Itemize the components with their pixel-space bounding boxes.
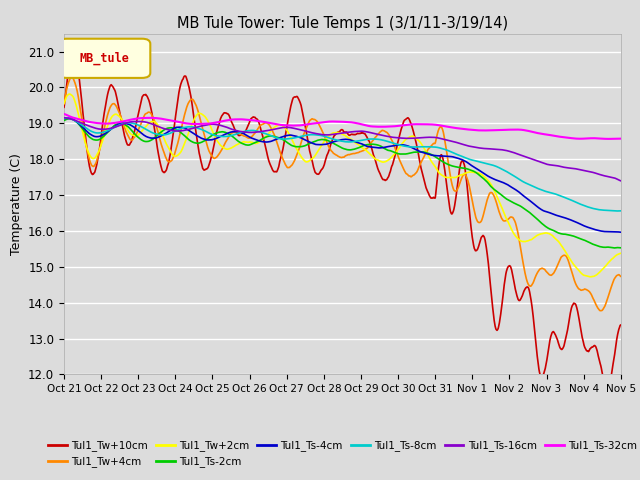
FancyBboxPatch shape (58, 39, 150, 78)
Legend: Tul1_Tw+10cm, Tul1_Tw+4cm, Tul1_Tw+2cm, Tul1_Ts-2cm, Tul1_Ts-4cm, Tul1_Ts-8cm, T: Tul1_Tw+10cm, Tul1_Tw+4cm, Tul1_Tw+2cm, … (44, 436, 640, 471)
Title: MB Tule Tower: Tule Temps 1 (3/1/11-3/19/14): MB Tule Tower: Tule Temps 1 (3/1/11-3/19… (177, 16, 508, 31)
Y-axis label: Temperature (C): Temperature (C) (10, 153, 22, 255)
Text: MB_tule: MB_tule (79, 51, 129, 65)
